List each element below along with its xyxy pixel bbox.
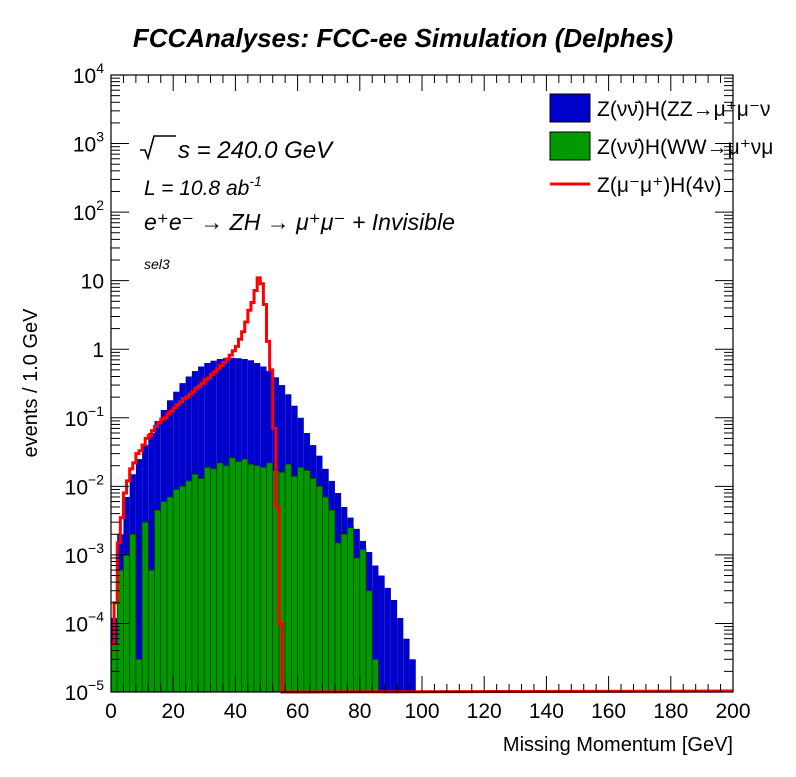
bar xyxy=(197,478,205,693)
y-tick-label: 10−4 xyxy=(65,608,105,636)
legend-label: Z(νν̄)H(ZZ→μ⁺μ⁻ν xyxy=(597,98,771,121)
sqrt-symbol xyxy=(140,135,176,161)
bar xyxy=(147,569,155,693)
bar xyxy=(266,462,274,693)
legend-swatch xyxy=(549,131,591,161)
sqrt-s-annotation: s = 240.0 GeV xyxy=(178,137,334,164)
bar xyxy=(179,485,187,693)
bar xyxy=(154,509,162,693)
bar xyxy=(372,565,379,692)
x-tick-label: 200 xyxy=(715,700,750,723)
bar xyxy=(110,643,118,693)
bar xyxy=(365,590,373,693)
bar xyxy=(259,466,267,693)
bar xyxy=(284,463,292,693)
bar xyxy=(309,478,317,693)
legend-label: Z(νν̄)H(WW→μ⁺νμ xyxy=(597,136,773,159)
bar xyxy=(303,470,311,693)
x-tick-label: 60 xyxy=(286,700,309,723)
x-tick-label: 0 xyxy=(105,700,117,723)
bar xyxy=(290,475,299,693)
bar xyxy=(216,462,224,693)
y-tick-label: 10−1 xyxy=(65,403,105,431)
bar xyxy=(390,599,398,692)
x-tick-label: 100 xyxy=(404,700,439,723)
y-tick-label: 10−3 xyxy=(65,540,105,568)
luminosity-annotation: L = 10.8 ab-1 xyxy=(144,173,262,200)
bar xyxy=(322,496,330,693)
legend-swatch xyxy=(549,93,591,123)
bar xyxy=(234,461,243,693)
bar xyxy=(191,473,199,693)
x-tick-label: 140 xyxy=(529,700,564,723)
bar xyxy=(129,533,137,693)
bar xyxy=(210,468,218,693)
x-tick-label: 120 xyxy=(467,700,502,723)
bar xyxy=(315,485,323,693)
process-annotation: e⁺e⁻ → ZH → μ⁺μ⁻ + Invisible xyxy=(144,209,455,235)
x-tick-label: 40 xyxy=(224,700,247,723)
bar xyxy=(371,658,379,693)
bar xyxy=(378,575,385,692)
axes-layer: 0 20 40 60 80 100 120 140 160 180 2001041031021011… xyxy=(65,60,751,723)
bar xyxy=(135,459,143,692)
selection-annotation: sel3 xyxy=(144,256,170,272)
bar xyxy=(135,658,143,693)
x-tick-label: 180 xyxy=(653,700,688,723)
bar xyxy=(172,489,180,693)
plot-layer xyxy=(110,276,734,694)
bar xyxy=(222,465,230,693)
legend: Z(νν̄)H(ZZ→μ⁺μ⁻ν Z(νν̄)H(WW→μ⁺νμ Z(μ⁻μ⁺)H(… xyxy=(549,93,773,197)
bar xyxy=(340,533,348,693)
bar xyxy=(346,527,354,693)
bar xyxy=(241,458,249,693)
bar xyxy=(397,618,404,692)
bar xyxy=(185,480,193,693)
bar xyxy=(166,496,174,693)
bar xyxy=(328,509,336,693)
bar xyxy=(253,465,261,693)
y-tick-label: 104 xyxy=(73,60,104,88)
bar xyxy=(160,501,168,693)
bar xyxy=(359,549,367,693)
legend-label: Z(μ⁻μ⁺)H(4ν) xyxy=(597,174,722,197)
bar xyxy=(353,557,361,693)
y-axis-title: events / 1.0 GeV xyxy=(20,308,42,458)
bar xyxy=(297,466,305,693)
y-tick-label: 10 xyxy=(81,271,104,294)
y-tick-label: 10−5 xyxy=(65,677,105,705)
series-line-4nu xyxy=(111,276,734,694)
y-tick-label: 103 xyxy=(73,129,104,157)
bar xyxy=(203,466,211,693)
bar xyxy=(334,542,342,693)
x-axis-title: Missing Momentum [GeV] xyxy=(503,734,733,756)
bar xyxy=(141,521,149,693)
y-tick-label: 102 xyxy=(73,197,104,225)
y-tick-label: 10−2 xyxy=(65,471,105,499)
y-tick-label: 1 xyxy=(92,339,104,362)
chart-title: FCCAnalyses: FCC-ee Simulation (Delphes) xyxy=(133,23,673,53)
bar xyxy=(384,587,391,692)
annotations: s = 240.0 GeV L = 10.8 ab-1 e⁺e⁻ → ZH → … xyxy=(140,135,455,272)
x-tick-label: 20 xyxy=(162,700,185,723)
bar xyxy=(148,432,155,692)
bar xyxy=(403,638,410,692)
bar xyxy=(228,457,236,693)
bar xyxy=(247,463,255,693)
bar xyxy=(409,659,416,692)
x-tick-label: 160 xyxy=(591,700,626,723)
x-tick-label: 80 xyxy=(348,700,371,723)
